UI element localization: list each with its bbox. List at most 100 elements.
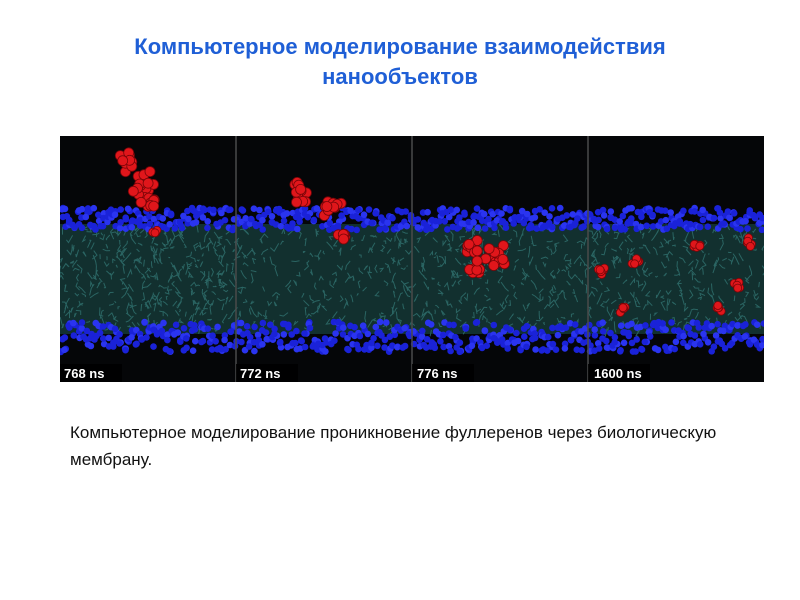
head-group [536, 206, 543, 213]
head-group [441, 218, 449, 225]
head-group [456, 348, 464, 356]
head-group [292, 339, 299, 347]
head-group [628, 320, 635, 328]
head-group [708, 348, 715, 355]
head-group [620, 339, 628, 347]
head-group [436, 218, 443, 225]
head-group [110, 343, 117, 350]
head-group [381, 336, 389, 344]
head-group [355, 345, 362, 353]
head-group [571, 321, 579, 328]
head-group [105, 334, 112, 342]
head-group [339, 331, 347, 338]
head-group [724, 208, 732, 215]
head-group [368, 339, 375, 347]
fullerene-atom [338, 233, 350, 245]
head-group [70, 319, 77, 327]
head-group [603, 337, 610, 345]
head-group [128, 334, 135, 341]
head-group [720, 220, 728, 227]
fullerene-cluster [289, 177, 312, 208]
head-group [473, 318, 481, 326]
head-group [353, 226, 361, 234]
head-group [376, 226, 383, 233]
head-group [199, 214, 207, 221]
head-group [153, 331, 161, 338]
head-group [578, 347, 585, 354]
head-group [514, 337, 522, 345]
fullerene-atom [618, 303, 628, 313]
head-group [301, 343, 309, 351]
head-group [638, 346, 646, 353]
head-group [654, 346, 662, 354]
fullerene-cluster [615, 302, 630, 317]
figure-caption: Компьютерное моделирование проникновение… [70, 423, 717, 469]
head-group [251, 323, 258, 331]
head-group [641, 338, 649, 346]
head-group [298, 337, 305, 345]
head-group [676, 217, 684, 225]
head-group [699, 206, 706, 214]
head-group [167, 211, 175, 219]
head-group [452, 333, 459, 341]
head-group [164, 336, 171, 344]
head-group [561, 345, 569, 352]
head-group [638, 213, 645, 221]
head-group [468, 342, 476, 350]
fullerene-cluster [743, 233, 756, 251]
head-group [221, 217, 229, 224]
head-group [696, 223, 704, 231]
fullerene-cluster [689, 239, 705, 252]
head-group [594, 208, 602, 216]
head-group [351, 323, 358, 331]
head-group [122, 346, 129, 354]
head-group [96, 329, 104, 337]
head-group [444, 226, 451, 233]
fullerene-cluster [135, 192, 160, 212]
head-group [301, 330, 308, 337]
head-group [523, 322, 531, 330]
head-group [663, 225, 671, 232]
head-group [671, 345, 678, 353]
head-group [414, 216, 422, 223]
head-group [712, 332, 720, 339]
head-group [178, 224, 186, 232]
head-group [313, 205, 321, 212]
head-group [672, 338, 680, 346]
head-group [544, 333, 552, 341]
head-group [504, 345, 512, 352]
head-group [227, 328, 234, 335]
head-group [143, 334, 150, 341]
fullerene-atom [746, 242, 755, 251]
head-group [753, 341, 761, 348]
head-group-layer [60, 204, 764, 356]
head-group [368, 219, 376, 227]
head-group [595, 345, 603, 352]
head-group [513, 329, 520, 337]
head-group [721, 322, 729, 330]
head-group [355, 215, 362, 222]
head-group [378, 332, 385, 339]
head-group [440, 343, 447, 351]
head-group [628, 204, 635, 212]
fullerene-atom [117, 155, 129, 167]
head-group [566, 320, 574, 327]
head-group [166, 221, 173, 228]
head-group [389, 342, 396, 349]
head-group [199, 337, 207, 345]
fullerene-atom [595, 265, 605, 275]
head-group [397, 223, 405, 230]
fullerene-cluster [114, 147, 138, 178]
head-group [99, 323, 107, 330]
head-group [611, 334, 619, 341]
head-group [424, 208, 431, 216]
head-group [225, 206, 232, 214]
head-group [355, 206, 362, 214]
head-group [239, 207, 247, 214]
head-group [591, 332, 599, 339]
head-group [587, 342, 594, 349]
head-group [259, 319, 267, 327]
head-group [61, 346, 68, 354]
head-group [116, 340, 123, 347]
head-group [100, 335, 107, 342]
